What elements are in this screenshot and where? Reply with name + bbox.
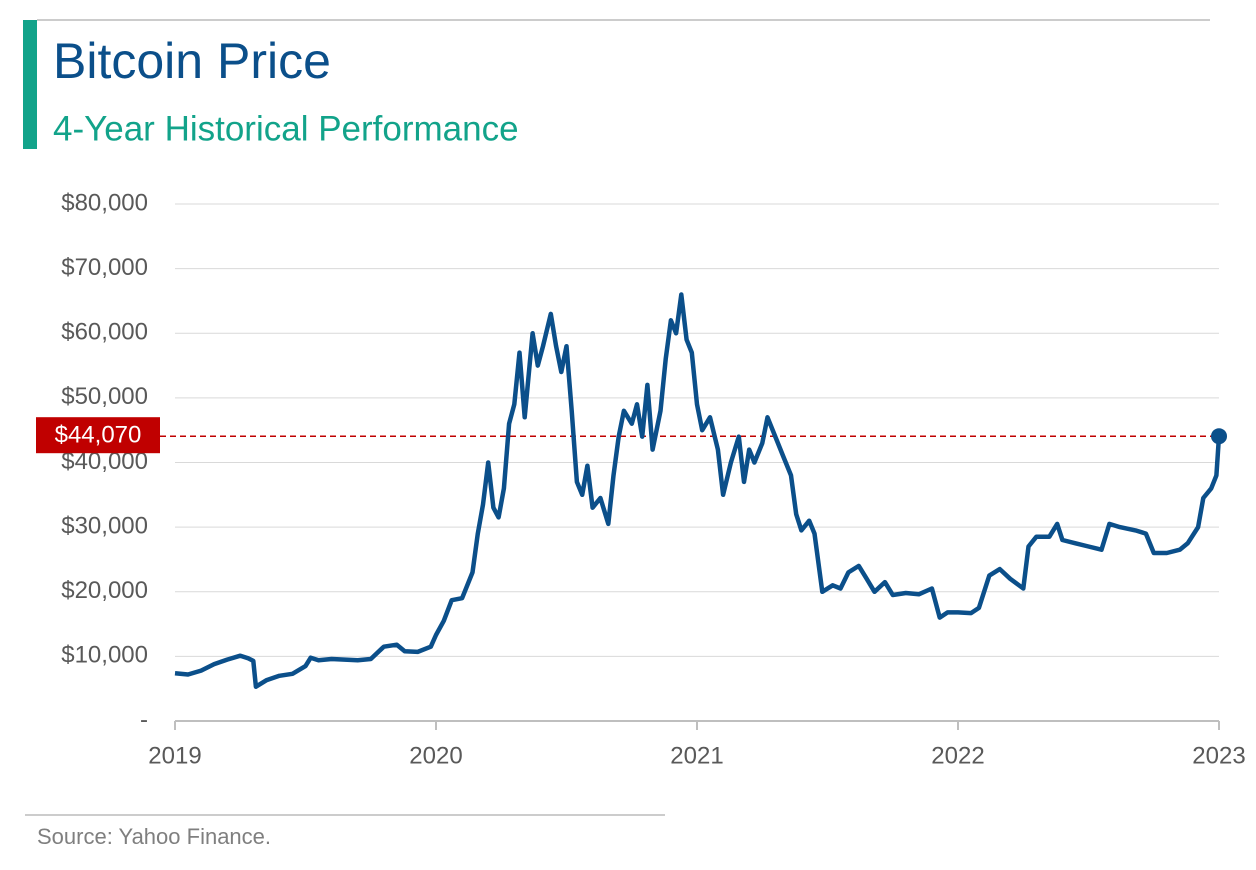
reference-label: $44,070 — [55, 422, 142, 449]
x-tick-label: 2023 — [1192, 742, 1245, 769]
y-tick-label: - — [140, 706, 148, 733]
y-tick-label: $50,000 — [61, 383, 148, 410]
x-tick-label: 2019 — [148, 742, 201, 769]
y-tick-label: $80,000 — [61, 189, 148, 216]
last-point — [1211, 428, 1227, 445]
source: Source: Yahoo Finance. — [37, 824, 271, 849]
chart-title: Bitcoin Price — [53, 33, 331, 89]
y-tick-label: $70,000 — [61, 254, 148, 281]
y-tick-label: $60,000 — [61, 319, 148, 346]
y-tick-label: $20,000 — [61, 577, 148, 604]
x-tick-label: 2020 — [409, 742, 462, 769]
x-tick-label: 2021 — [670, 742, 723, 769]
y-tick-label: $30,000 — [61, 512, 148, 539]
x-tick-label: 2022 — [931, 742, 984, 769]
reference-label-box — [36, 417, 160, 454]
chart-subtitle: 4-Year Historical Performance — [53, 109, 519, 148]
accent-bar — [23, 20, 37, 149]
price-line — [174, 292, 1222, 689]
y-tick-label: $10,000 — [61, 642, 148, 669]
